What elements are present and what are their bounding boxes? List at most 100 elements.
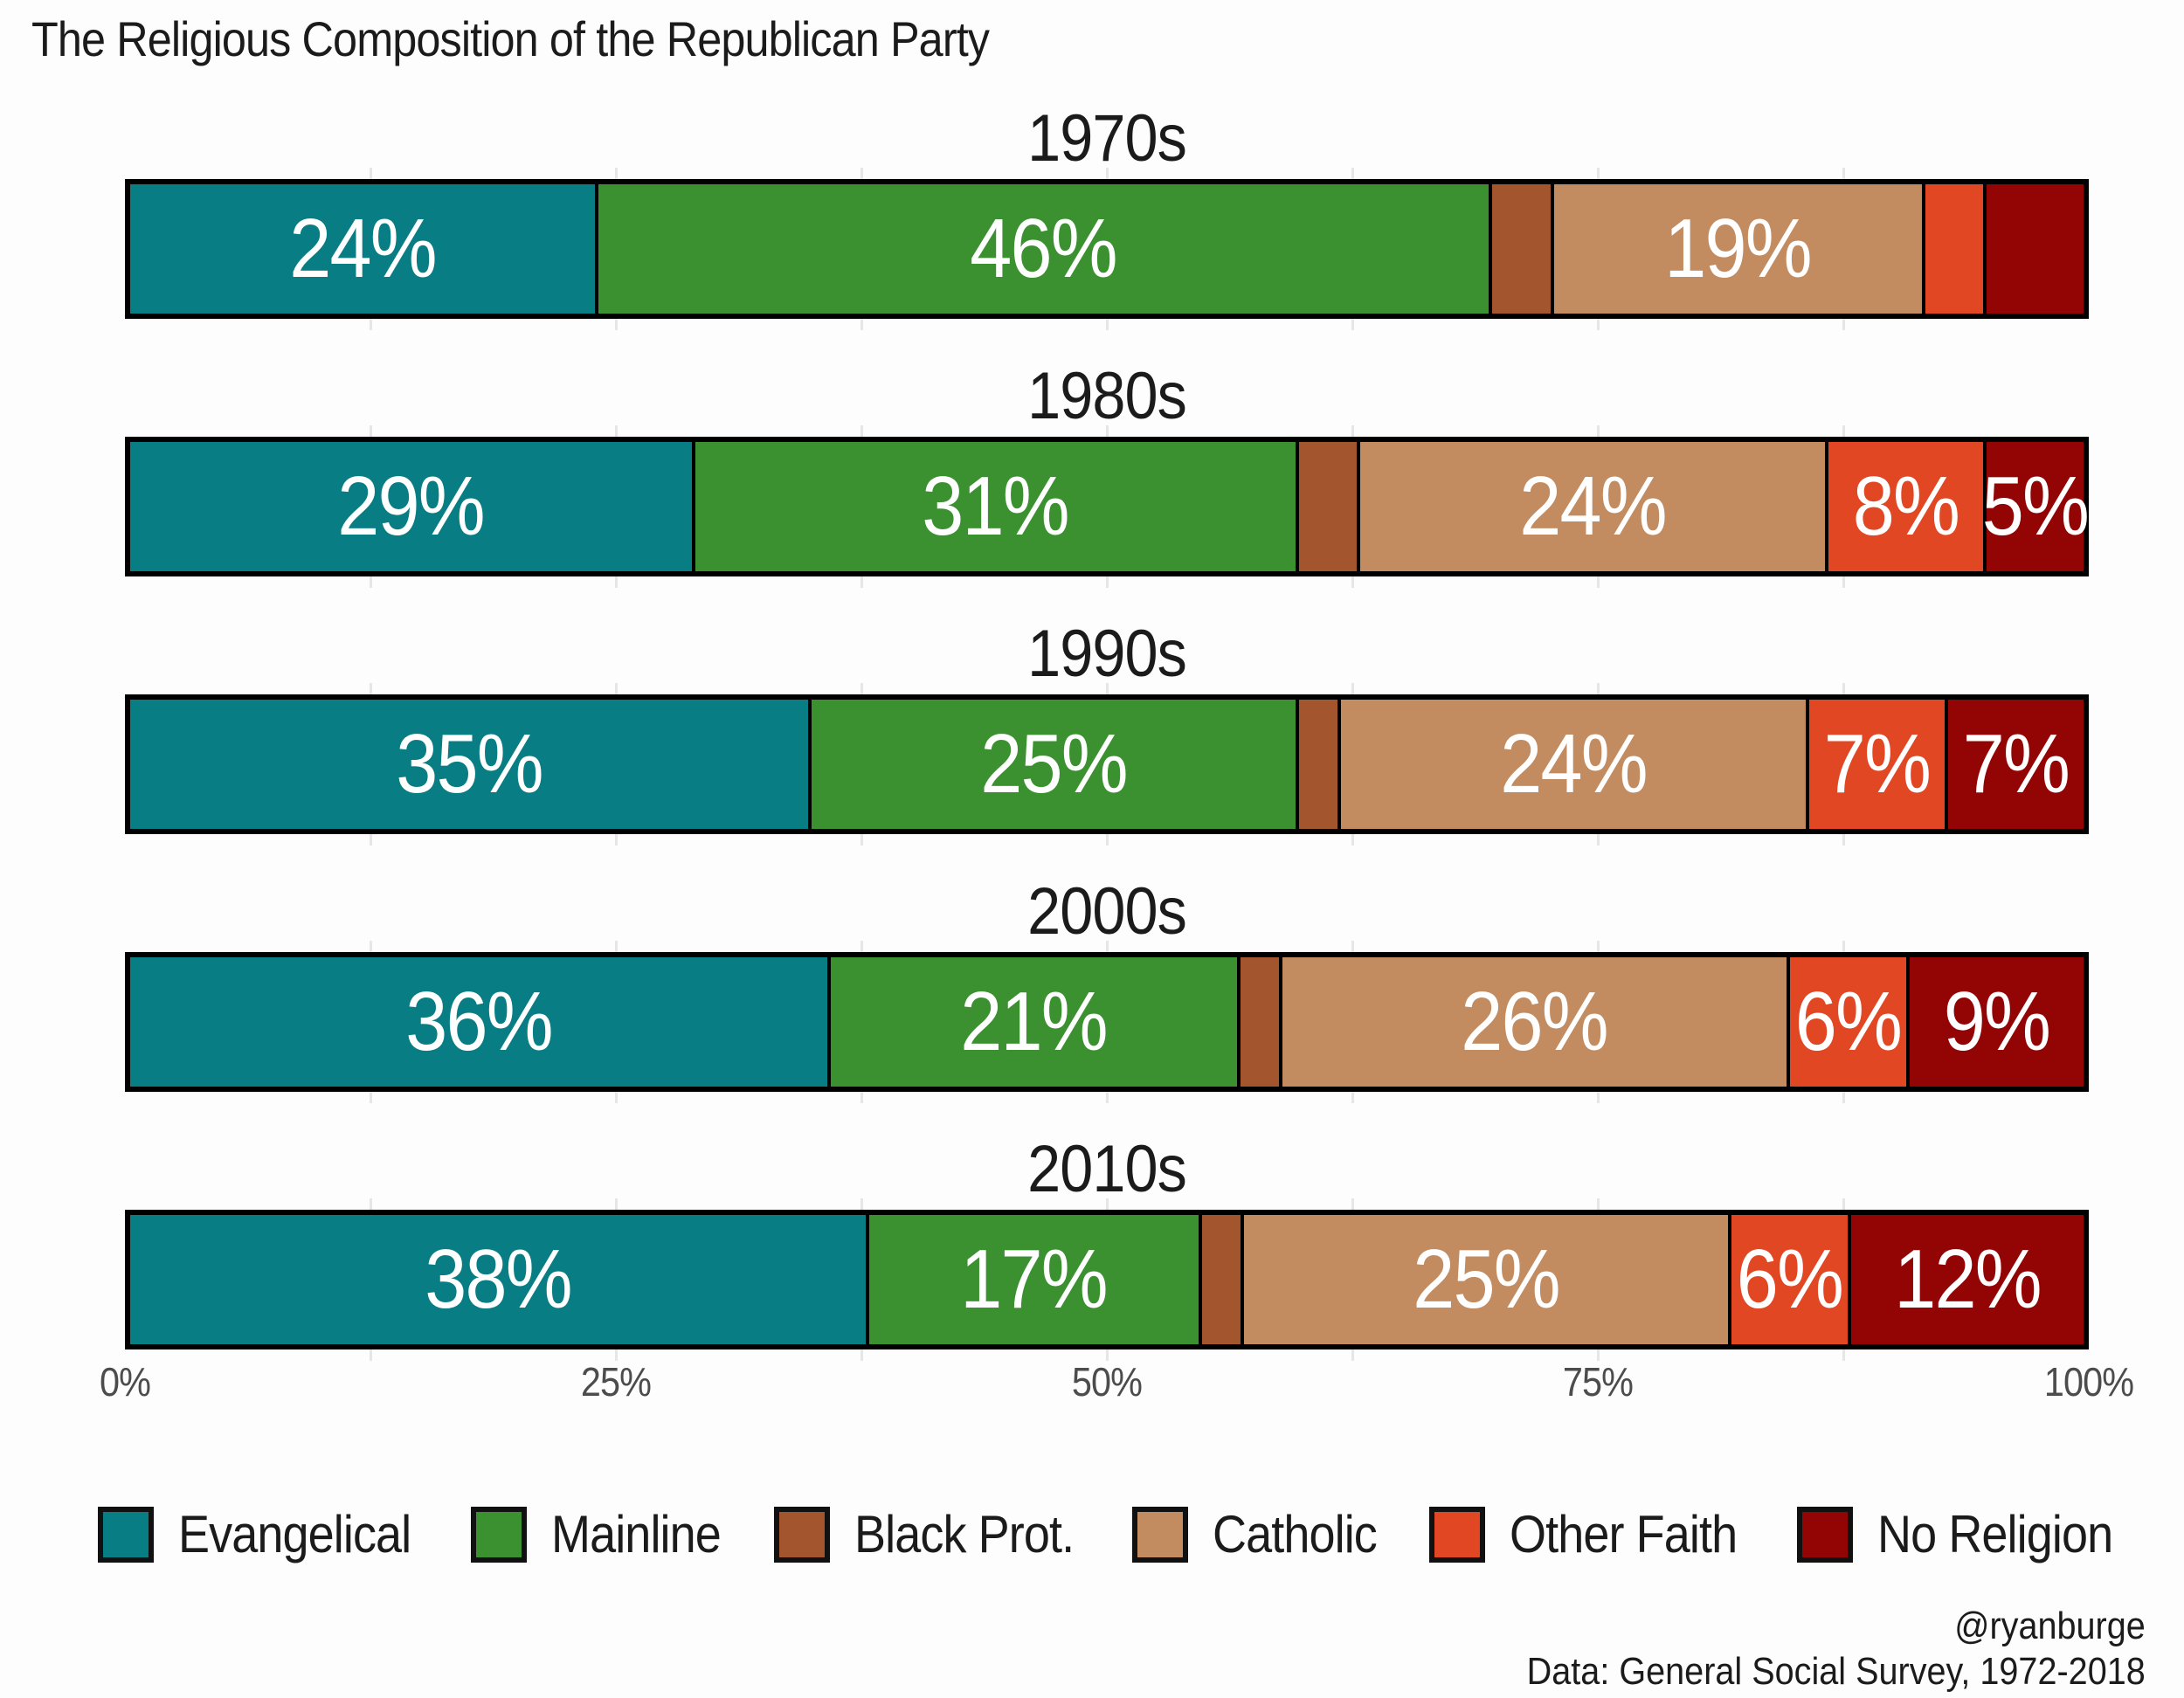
bar-track-2010s: 38% 17% 25% 6% 12%	[125, 1198, 2089, 1361]
legend-label-mainline: Mainline	[551, 1504, 739, 1564]
bar-segment-mainline: 46%	[594, 184, 1489, 314]
bar-segment-evangelical: 38%	[130, 1215, 867, 1344]
bar-segment-mainline: 21%	[826, 957, 1238, 1087]
x-axis-tick-text: 0%	[99, 1359, 151, 1405]
bar-track-1990s: 35% 25% 24% 7% 7%	[125, 683, 2089, 846]
legend: Evangelical Mainline Black Prot. Catholic Ot…	[98, 1504, 2139, 1564]
bar-value-label: 24%	[289, 202, 437, 295]
stacked-bar-2010s: 38% 17% 25% 6% 12%	[125, 1210, 2089, 1349]
legend-item-no-religion: No Religion	[1796, 1504, 2139, 1564]
bar-value-label: 35%	[396, 717, 543, 811]
x-axis-tick-50: 50%	[1068, 1358, 1145, 1405]
bar-track-1970s: 24% 46% 19%	[125, 168, 2089, 330]
legend-swatch-evangelical	[98, 1506, 154, 1563]
bar-segment-black-prot	[1295, 442, 1358, 571]
legend-swatch-mainline	[471, 1506, 528, 1563]
bar-segment-no-religion: 9%	[1905, 957, 2084, 1087]
bar-value-label: 31%	[922, 459, 1069, 553]
decade-group-1970s: 1970s 24% 46% 19%	[125, 98, 2089, 330]
legend-label-text: No Religion	[1876, 1505, 2113, 1563]
x-axis-tick-text: 75%	[1562, 1359, 1634, 1405]
decade-group-1980s: 1980s 29% 31% 24% 8% 5%	[125, 355, 2090, 588]
stacked-bar-1990s: 35% 25% 24% 7% 7%	[125, 694, 2089, 834]
legend-swatch-no-religion	[1796, 1506, 1853, 1563]
bar-value-label: 24%	[1500, 717, 1648, 811]
legend-label-text: Black Prot.	[854, 1505, 1075, 1563]
decade-group-1990s: 1990s 35% 25% 24% 7% 7%	[125, 613, 2089, 846]
bar-value-label: 29%	[337, 459, 486, 553]
decade-label-2000s: 2000s	[125, 871, 2089, 952]
credit-source: Data: General Social Survey, 1972-2018	[1526, 1649, 2146, 1693]
bar-segment-other-faith: 8%	[1824, 442, 1984, 571]
decade-group-2000s: 2000s 36% 21% 26% 6% 9%	[125, 871, 2089, 1103]
bar-value-label: 46%	[970, 202, 1118, 295]
bar-value-label: 6%	[1794, 975, 1902, 1068]
bar-segment-catholic: 26%	[1279, 957, 1787, 1087]
legend-item-other-faith: Other Faith	[1429, 1504, 1762, 1564]
legend-label-other-faith: Other Faith	[1510, 1504, 1762, 1564]
decade-label-text: 1970s	[1027, 101, 1187, 176]
bar-segment-evangelical: 36%	[130, 957, 827, 1087]
bar-segment-mainline: 25%	[807, 700, 1296, 829]
bar-segment-black-prot	[1489, 184, 1551, 314]
bar-value-label: 5%	[1981, 459, 2090, 553]
bar-segment-no-religion	[1983, 184, 2084, 314]
bar-value-label: 36%	[405, 975, 553, 1068]
decade-group-2010s: 2010s 38% 17% 25% 6% 12%	[125, 1129, 2089, 1361]
bar-value-label: 25%	[979, 717, 1128, 811]
chart-title-text: The Religious Composition of the Republi…	[31, 11, 990, 66]
bar-value-label: 24%	[1519, 459, 1667, 553]
bar-value-label: 6%	[1736, 1232, 1844, 1326]
bar-value-label: 12%	[1894, 1232, 2042, 1326]
legend-item-catholic: Catholic	[1132, 1504, 1395, 1564]
bar-segment-other-faith: 7%	[1805, 700, 1945, 829]
bar-segment-black-prot	[1237, 957, 1280, 1087]
legend-label-text: Evangelical	[178, 1505, 411, 1563]
stacked-bar-1980s: 29% 31% 24% 8% 5%	[125, 437, 2090, 576]
decade-label-text: 1980s	[1027, 359, 1187, 433]
bar-segment-catholic: 24%	[1357, 442, 1825, 571]
bar-value-label: 7%	[1962, 717, 2070, 811]
chart-body: 1970s 24% 46% 19% 1980s 29% 31% 24% 8% 5% 1990s 35%…	[100, 98, 2134, 1414]
legend-item-mainline: Mainline	[471, 1504, 739, 1564]
x-axis-tick-0: 0%	[97, 1358, 153, 1405]
bar-segment-black-prot	[1198, 1215, 1241, 1344]
bar-segment-evangelical: 29%	[130, 442, 692, 571]
legend-label-no-religion: No Religion	[1877, 1504, 2139, 1564]
decade-label-text: 1990s	[1027, 617, 1187, 691]
bar-value-label: 25%	[1413, 1232, 1560, 1326]
bar-value-label: 26%	[1461, 975, 1609, 1068]
bar-segment-other-faith: 6%	[1728, 1215, 1849, 1344]
bar-track-2000s: 36% 21% 26% 6% 9%	[125, 941, 2089, 1103]
credits: @ryanburge Data: General Social Survey, …	[1458, 1604, 2146, 1695]
legend-label-text: Other Faith	[1510, 1505, 1738, 1563]
bar-segment-no-religion: 5%	[1982, 442, 2090, 571]
x-axis-tick-100: 100%	[2039, 1358, 2139, 1405]
bar-segment-other-faith: 6%	[1786, 957, 1906, 1087]
x-axis-tick-25: 25%	[577, 1358, 654, 1405]
stacked-bar-1970s: 24% 46% 19%	[125, 179, 2089, 319]
bar-value-label: 17%	[960, 1232, 1109, 1326]
legend-item-black-prot: Black Prot.	[773, 1504, 1098, 1564]
bar-value-label: 19%	[1664, 202, 1812, 295]
x-axis-tick-text: 50%	[1071, 1359, 1143, 1405]
legend-label-black-prot: Black Prot.	[854, 1504, 1098, 1564]
legend-label-catholic: Catholic	[1213, 1504, 1395, 1564]
x-axis-tick-text: 100%	[2043, 1359, 2134, 1405]
bar-value-label: 7%	[1823, 717, 1932, 811]
bar-value-label: 8%	[1852, 459, 1960, 553]
x-axis-tick-text: 25%	[580, 1359, 652, 1405]
bar-segment-mainline: 31%	[691, 442, 1296, 571]
decade-label-2010s: 2010s	[125, 1129, 2089, 1210]
legend-label-text: Catholic	[1213, 1505, 1378, 1563]
legend-swatch-catholic	[1132, 1506, 1189, 1563]
legend-label-evangelical: Evangelical	[178, 1504, 437, 1564]
bar-segment-catholic: 24%	[1337, 700, 1806, 829]
x-axis: 0% 25% 50% 75% 100%	[100, 1358, 2134, 1414]
decade-label-1970s: 1970s	[125, 98, 2089, 179]
bar-segment-no-religion: 12%	[1848, 1215, 2084, 1344]
decade-label-text: 2000s	[1027, 874, 1187, 949]
decade-label-1980s: 1980s	[125, 355, 2089, 437]
bar-segment-catholic: 19%	[1550, 184, 1922, 314]
